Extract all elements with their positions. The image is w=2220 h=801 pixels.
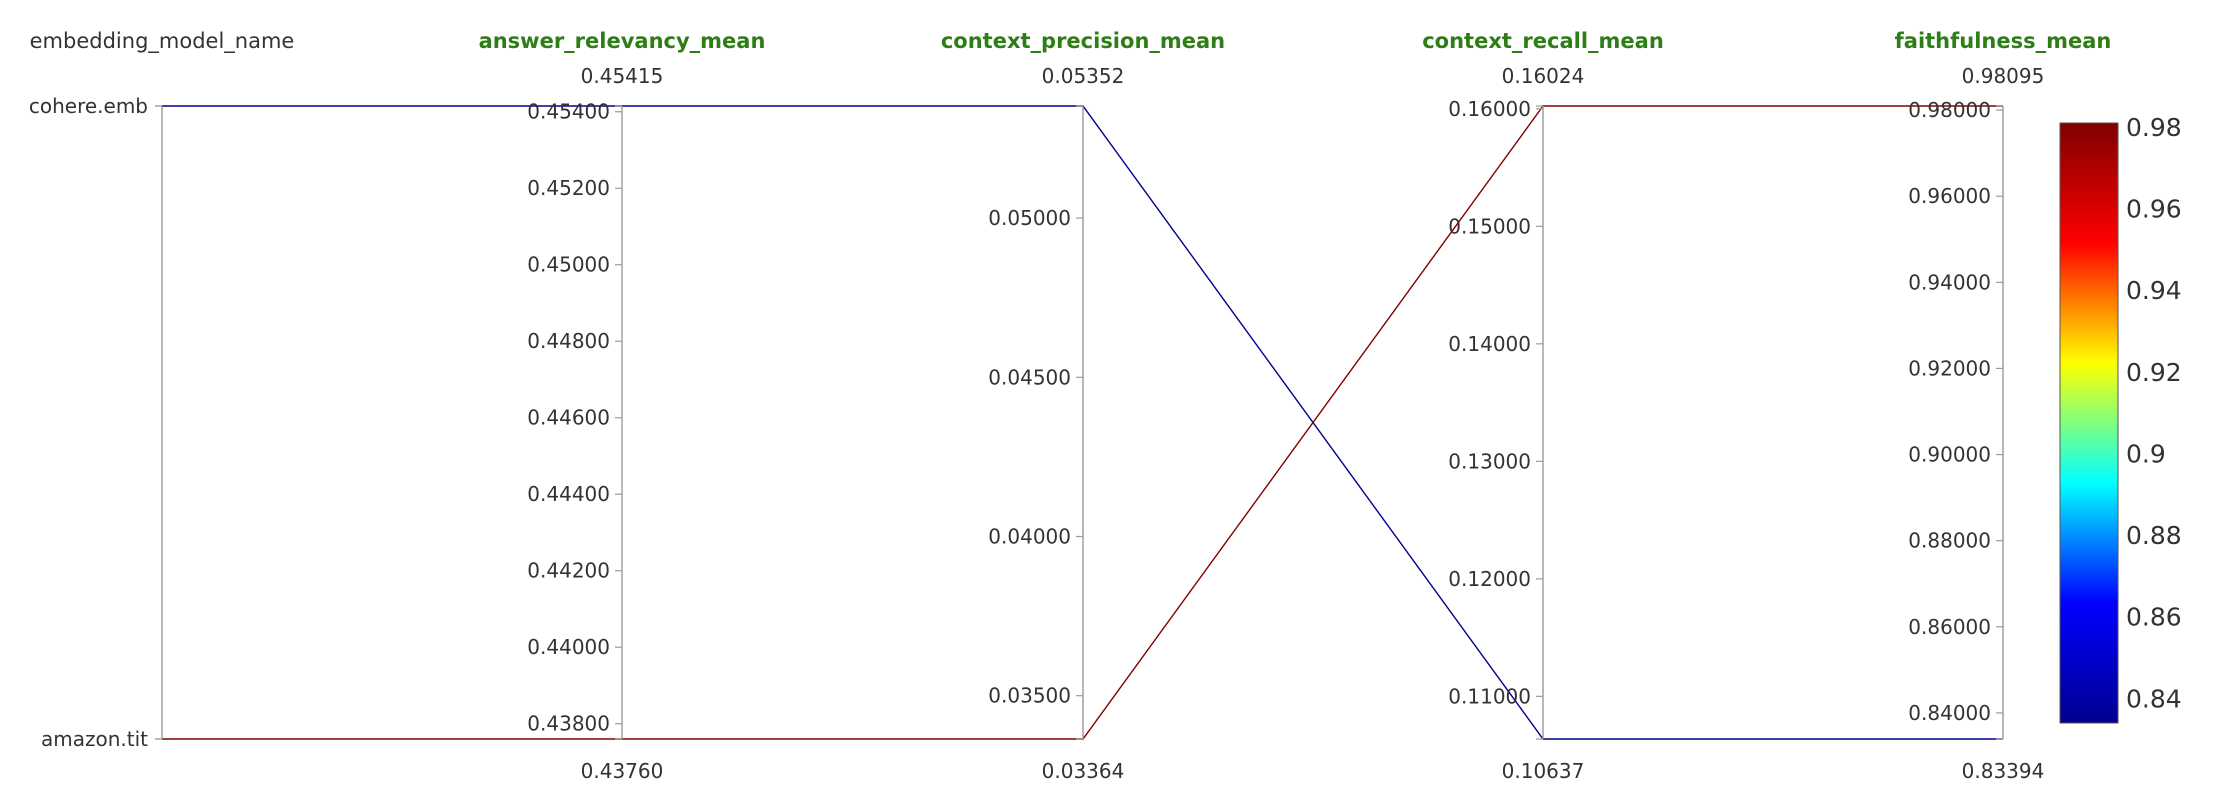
tick-label: 0.45000 (527, 253, 610, 277)
tick-label: 0.04500 (988, 365, 1071, 389)
axis-title[interactable]: context_precision_mean (941, 29, 1225, 53)
tick-label: 0.05000 (988, 206, 1071, 230)
colorbar-tick-label: 0.94 (2126, 276, 2182, 305)
tick-label: 0.88000 (1908, 529, 1991, 553)
colorbar-tick-label: 0.88 (2126, 521, 2182, 550)
tick-label: 0.11000 (1448, 684, 1531, 708)
range-max-label: 0.05352 (1042, 64, 1125, 88)
axis-title[interactable]: embedding_model_name (30, 29, 295, 54)
colorbar-tick-label: 0.86 (2126, 603, 2182, 632)
tick-label: 0.14000 (1448, 332, 1531, 356)
range-max-label: 0.98095 (1962, 64, 2045, 88)
tick-label: 0.03500 (988, 684, 1071, 708)
tick-label: 0.12000 (1448, 567, 1531, 591)
axis-title[interactable]: context_recall_mean (1422, 29, 1664, 53)
axis-answer-relevancy-mean[interactable]: answer_relevancy_mean 0.45415 0.43760 0.454… (479, 29, 766, 783)
tick-label: 0.84000 (1908, 701, 1991, 725)
tick-label: 0.16000 (1448, 97, 1531, 121)
tick-label: 0.15000 (1448, 214, 1531, 238)
tick-label: 0.98000 (1908, 98, 1991, 122)
tick-label: 0.43800 (527, 712, 610, 736)
range-max-label: 0.45415 (581, 64, 664, 88)
category-label: cohere.emb (29, 94, 148, 118)
tick-label: 0.44200 (527, 559, 610, 583)
axis-faithfulness-mean[interactable]: faithfulness_mean 0.98095 0.83394 0.98000 0.… (1895, 29, 2112, 783)
range-min-label: 0.43760 (581, 759, 664, 783)
tick-label: 0.94000 (1908, 270, 1991, 294)
range-max-label: 0.16024 (1502, 64, 1585, 88)
tick-label: 0.13000 (1448, 449, 1531, 473)
tick-label: 0.44000 (527, 635, 610, 659)
axis-title[interactable]: answer_relevancy_mean (479, 29, 766, 53)
axis-title[interactable]: faithfulness_mean (1895, 29, 2112, 53)
colorbar-tick-label: 0.96 (2126, 195, 2182, 224)
axis-context-precision-mean[interactable]: context_precision_mean 0.05352 0.03364 0.05… (941, 29, 1225, 783)
colorbar-tick-label: 0.98 (2126, 113, 2182, 142)
tick-label: 0.45200 (527, 176, 610, 200)
tick-label: 0.96000 (1908, 184, 1991, 208)
tick-label: 0.44800 (527, 329, 610, 353)
tick-label: 0.90000 (1908, 443, 1991, 467)
tick-label: 0.04000 (988, 524, 1071, 548)
axis-embedding-model-name[interactable]: embedding_model_name cohere.emb amazon.tit (29, 29, 295, 751)
colorbar-tick-label: 0.9 (2126, 439, 2166, 468)
category-label: amazon.tit (41, 727, 148, 751)
colorbar: 0.98 0.96 0.94 0.92 0.9 0.88 0.86 0.84 (2059, 113, 2182, 724)
range-min-label: 0.10637 (1502, 759, 1585, 783)
tick-label: 0.44600 (527, 406, 610, 430)
colorbar-tick-label: 0.84 (2126, 684, 2182, 713)
range-min-label: 0.83394 (1962, 759, 2045, 783)
axes: embedding_model_name cohere.emb amazon.tit… (29, 29, 2112, 783)
tick-label: 0.86000 (1908, 615, 1991, 639)
colorbar-gradient (2059, 122, 2119, 724)
axis-context-recall-mean[interactable]: context_recall_mean 0.16024 0.10637 0.16000… (1422, 29, 1664, 783)
tick-label: 0.45400 (527, 100, 610, 124)
tick-label: 0.92000 (1908, 356, 1991, 380)
tick-label: 0.44400 (527, 482, 610, 506)
range-min-label: 0.03364 (1042, 759, 1125, 783)
colorbar-tick-label: 0.92 (2126, 358, 2182, 387)
